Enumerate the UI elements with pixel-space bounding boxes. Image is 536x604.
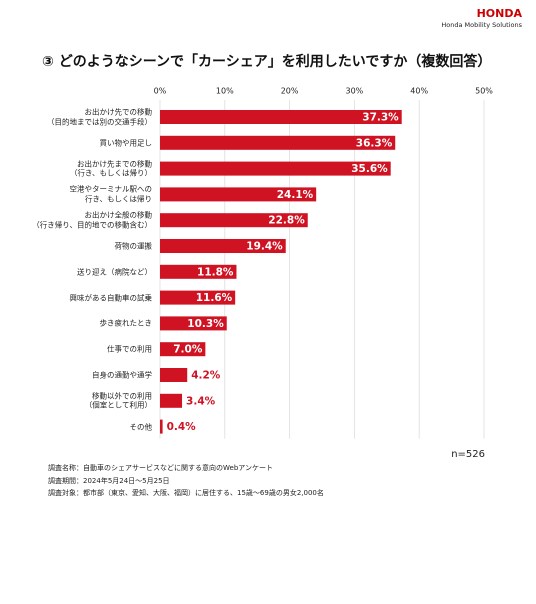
value-label: 10.3% xyxy=(187,318,224,330)
bar xyxy=(160,368,188,382)
value-label: 37.3% xyxy=(362,112,399,124)
brand-name: HONDA xyxy=(477,7,523,20)
bar xyxy=(160,290,236,305)
bar xyxy=(160,187,317,202)
category-label: 荷物の運搬 xyxy=(114,241,153,251)
category-label: その他 xyxy=(129,421,153,431)
value-label: 4.2% xyxy=(191,370,221,382)
value-label: 24.1% xyxy=(277,189,314,201)
brand-tagline: Honda Mobility Solutions xyxy=(441,21,522,29)
value-label: 11.6% xyxy=(196,292,233,304)
bar xyxy=(160,213,308,228)
category-label: お出かけ先までの移動 （行き、もしくは帰り） xyxy=(70,159,152,178)
bar xyxy=(160,393,183,408)
value-label: 35.6% xyxy=(351,163,388,175)
category-label: 移動以外での利用 （個室として利用） xyxy=(84,391,152,410)
bar xyxy=(160,110,402,124)
value-label: 11.8% xyxy=(197,266,234,278)
bar xyxy=(160,239,286,253)
category-label: 送り迎え（病院など） xyxy=(77,267,152,277)
x-tick-label: 30% xyxy=(346,87,364,96)
category-label: 興味がある自動車の試乗 xyxy=(69,292,153,302)
bar xyxy=(160,316,227,331)
category-label: 買い物や用足し xyxy=(99,138,153,148)
value-label: 0.4% xyxy=(167,421,197,433)
value-label: 22.8% xyxy=(268,215,305,227)
bar xyxy=(160,264,237,279)
value-label: 7.0% xyxy=(173,344,203,356)
bar xyxy=(160,419,163,434)
footnote: 調査期間：2024年5月24日〜5月25日 xyxy=(48,476,170,485)
value-label: 36.3% xyxy=(356,137,393,149)
x-tick-label: 20% xyxy=(281,87,299,96)
footnote: 調査対象：都市部（東京、愛知、大阪、福岡）に居住する、15歳〜69歳の男女2,0… xyxy=(48,489,324,497)
category-label: 歩き疲れたとき xyxy=(99,318,153,328)
category-label: お出かけ全般の移動 （行き帰り、目的地での移動含む） xyxy=(32,210,152,230)
category-label: 空港やターミナル駅への 行き、もしくは帰り xyxy=(69,184,153,204)
category-label: 自身の通勤や通学 xyxy=(92,370,152,380)
value-label: 3.4% xyxy=(186,395,216,407)
bar xyxy=(160,135,396,150)
value-label: 19.4% xyxy=(246,241,283,253)
x-tick-label: 0% xyxy=(154,87,167,96)
footnote: 調査名称：自動車のシェアサービスなどに関する意向のWebアンケート xyxy=(48,464,273,472)
category-label: 仕事での利用 xyxy=(107,344,152,354)
x-tick-label: 10% xyxy=(216,87,234,96)
bar xyxy=(160,161,391,176)
bar xyxy=(160,342,206,357)
x-tick-label: 40% xyxy=(410,87,428,96)
category-label: お出かけ先での移動 （目的地までは別の交通手段） xyxy=(47,107,152,127)
chart-title: ③ どのようなシーンで「カーシェア」を利用したいですか（複数回答） xyxy=(42,53,491,70)
sample-size: n=526 xyxy=(451,449,485,460)
x-tick-label: 50% xyxy=(475,87,493,96)
